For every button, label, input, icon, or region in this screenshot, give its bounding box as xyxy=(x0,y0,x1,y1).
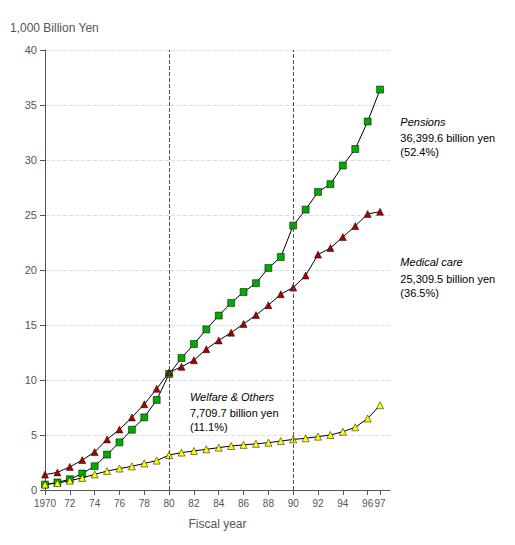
svg-text:25: 25 xyxy=(25,209,37,221)
svg-text:78: 78 xyxy=(139,498,151,509)
svg-text:97: 97 xyxy=(375,498,387,509)
svg-text:25,309.5 billion yen: 25,309.5 billion yen xyxy=(400,273,495,285)
svg-text:5: 5 xyxy=(31,429,37,441)
svg-text:(36.5%): (36.5%) xyxy=(400,287,439,299)
svg-text:94: 94 xyxy=(337,498,349,509)
svg-text:0: 0 xyxy=(31,484,37,496)
svg-text:(52.4%): (52.4%) xyxy=(400,146,439,158)
svg-text:74: 74 xyxy=(89,498,101,509)
svg-text:Pensions: Pensions xyxy=(400,116,446,128)
svg-text:96: 96 xyxy=(362,498,374,509)
svg-text:1,000 Billion Yen: 1,000 Billion Yen xyxy=(10,21,99,35)
svg-text:86: 86 xyxy=(238,498,250,509)
svg-text:7,709.7 billion yen: 7,709.7 billion yen xyxy=(190,407,279,419)
svg-text:35: 35 xyxy=(25,99,37,111)
svg-text:88: 88 xyxy=(263,498,275,509)
svg-text:Welfare & Others: Welfare & Others xyxy=(190,391,275,403)
svg-text:36,399.6 billion yen: 36,399.6 billion yen xyxy=(400,132,495,144)
svg-text:1970: 1970 xyxy=(34,498,57,509)
svg-text:Fiscal year: Fiscal year xyxy=(188,517,246,531)
svg-text:Medical care: Medical care xyxy=(400,256,462,268)
svg-text:72: 72 xyxy=(64,498,76,509)
svg-text:30: 30 xyxy=(25,154,37,166)
svg-text:80: 80 xyxy=(164,498,176,509)
svg-text:10: 10 xyxy=(25,374,37,386)
svg-text:92: 92 xyxy=(312,498,324,509)
svg-text:90: 90 xyxy=(288,498,300,509)
svg-text:15: 15 xyxy=(25,319,37,331)
svg-text:(11.1%): (11.1%) xyxy=(190,421,228,433)
svg-text:82: 82 xyxy=(188,498,200,509)
svg-text:84: 84 xyxy=(213,498,225,509)
svg-text:76: 76 xyxy=(114,498,126,509)
svg-text:40: 40 xyxy=(25,44,37,56)
svg-text:20: 20 xyxy=(25,264,37,276)
